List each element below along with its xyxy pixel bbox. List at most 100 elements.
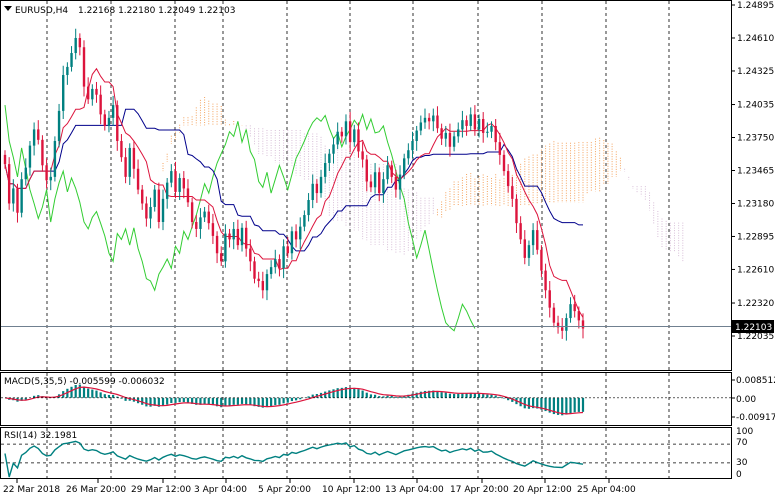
candle-body (365, 159, 368, 182)
candle-body (274, 259, 277, 268)
candle-body (482, 118, 485, 133)
candle-body (128, 147, 131, 177)
candle-body (353, 129, 356, 143)
candle-body (565, 318, 568, 331)
candle-body (519, 223, 522, 240)
candle-body (103, 114, 106, 126)
candle-body (74, 37, 77, 54)
candle-body (170, 171, 173, 183)
indicator-lines (4, 67, 584, 332)
price-panel[interactable] (0, 0, 732, 371)
candle-body (199, 217, 202, 229)
candle-body (195, 222, 198, 229)
candle-body (556, 322, 560, 328)
macd-tick-bottom: -0.009178 (736, 413, 775, 423)
candle-body (78, 37, 82, 48)
macd-label: MACD(5,35,5) -0.005599 -0.006032 (4, 377, 165, 387)
price-tick-label: 1.23180 (737, 199, 774, 209)
rsi-label: RSI(14) 32.1981 (4, 431, 77, 441)
candle-body (20, 179, 23, 213)
candle-body (211, 223, 215, 236)
candle-body (116, 105, 119, 141)
candle-body (390, 165, 393, 177)
time-tick-label: 20 Apr 12:00 (513, 485, 572, 495)
candle-body (423, 117, 427, 123)
candle-body (253, 261, 256, 279)
candle-body (369, 181, 373, 188)
candle-body (190, 202, 194, 223)
candle-body (203, 211, 206, 218)
time-tick-label: 13 Apr 04:00 (385, 485, 444, 495)
candle-body (398, 174, 402, 190)
vertical-grid (46, 1, 670, 478)
candle-body (448, 132, 452, 147)
macd-tick-top: 0.008512 (736, 376, 775, 386)
candle-body (294, 231, 298, 240)
candle-body (502, 154, 506, 172)
chikou-line (4, 105, 476, 332)
candle-body (561, 327, 564, 331)
candle-body (66, 66, 69, 76)
candle-body (344, 121, 348, 137)
candle-body (336, 131, 339, 145)
rsi-tick-100: 100 (736, 427, 753, 437)
candle-body (290, 231, 294, 254)
candle-body (278, 259, 281, 269)
candle-body (157, 189, 161, 223)
candle-body (141, 189, 144, 204)
candle-body (153, 189, 156, 207)
ohlc-values: 1.22168 1.22180 1.22049 1.22103 (78, 6, 235, 16)
time-tick-label: 26 Mar 20:00 (66, 485, 126, 495)
candle-body (531, 230, 535, 246)
candle-body (536, 230, 539, 250)
candle-body (469, 114, 472, 126)
candle-body (269, 267, 273, 275)
candle-body (427, 117, 431, 122)
candle-body (411, 140, 414, 151)
candle-body (382, 179, 385, 194)
time-tick-label: 22 Mar 2018 (3, 485, 60, 495)
candle-body (120, 140, 123, 158)
candle-body (82, 47, 86, 87)
macd-panel[interactable] (0, 372, 732, 426)
candle-body (581, 320, 585, 329)
candle-body (402, 158, 406, 175)
candle-body (328, 153, 331, 163)
candle-body (207, 211, 210, 224)
candle-body (178, 178, 181, 192)
candle-body (477, 118, 481, 130)
candle-body (249, 248, 252, 262)
time-tick-label: 29 Mar 12:00 (131, 485, 191, 495)
candle-body (394, 176, 398, 190)
candle-body (124, 157, 127, 177)
candle-body (373, 172, 377, 188)
candle-body (111, 105, 115, 118)
candle-body (41, 139, 44, 166)
candle-body (490, 125, 493, 132)
candle-body (407, 150, 410, 159)
candle-body (357, 129, 360, 152)
price-tick-label: 1.24035 (737, 101, 774, 111)
candle-body (315, 183, 319, 194)
candle-body (282, 246, 285, 269)
candle-body (544, 270, 547, 291)
price-axis: 1.24895 1.24610 1.24325 1.24035 1.23750 1.234… (731, 1, 774, 342)
triangle-down-icon[interactable] (4, 6, 12, 11)
time-axis: 22 Mar 2018 26 Mar 20:00 29 Mar 12:00 3 Apr… (3, 479, 636, 495)
candle-body (12, 188, 15, 204)
macd-tick-zero: 0.00 (736, 395, 756, 405)
candle-body (515, 198, 518, 224)
candle-body (62, 75, 65, 111)
candle-body (527, 245, 531, 258)
candle-body (3, 154, 7, 165)
candle-body (174, 171, 177, 192)
candle-body (432, 115, 435, 122)
symbol-label: EURUSD,H4 (15, 6, 68, 16)
candle-body (548, 290, 551, 308)
candle-body (506, 171, 510, 187)
candle-body (323, 162, 327, 177)
candlesticks (3, 28, 585, 341)
candle-body (95, 88, 98, 95)
candle-body (440, 128, 443, 139)
